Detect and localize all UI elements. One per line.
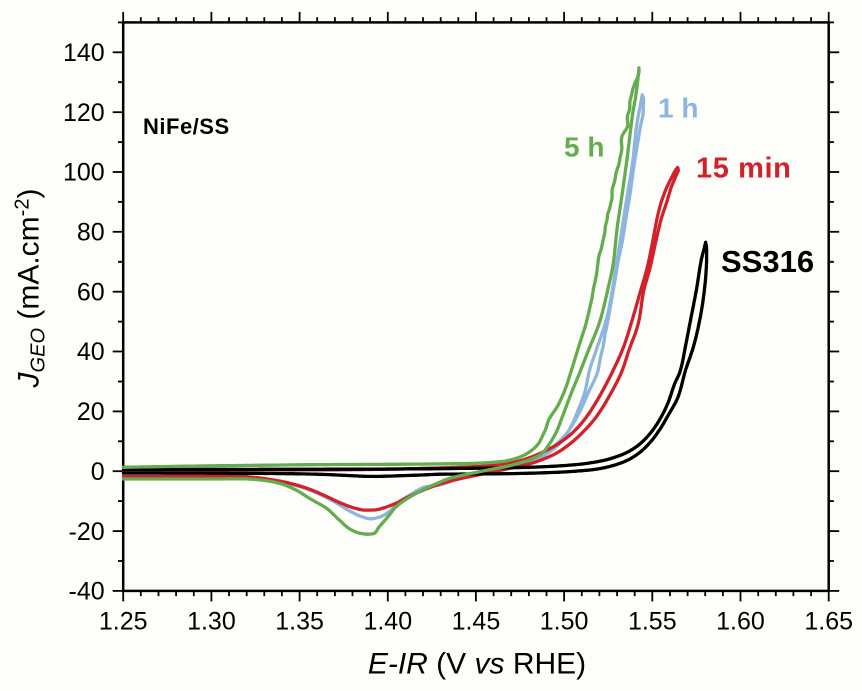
svg-text:-20: -20 — [69, 518, 105, 546]
svg-text:5 h: 5 h — [564, 131, 604, 162]
svg-text:1.25: 1.25 — [99, 608, 148, 636]
svg-text:1.65: 1.65 — [804, 608, 853, 636]
svg-text:E-IR (V vs RHE): E-IR (V vs RHE) — [368, 648, 586, 681]
svg-text:15 min: 15 min — [696, 152, 791, 184]
svg-text:1.50: 1.50 — [540, 608, 589, 636]
svg-text:120: 120 — [63, 99, 105, 127]
svg-text:20: 20 — [77, 398, 105, 426]
svg-text:1.30: 1.30 — [187, 608, 236, 636]
svg-text:1.40: 1.40 — [363, 608, 412, 636]
svg-text:1 h: 1 h — [658, 92, 698, 123]
svg-text:NiFe/SS: NiFe/SS — [143, 114, 230, 139]
svg-text:80: 80 — [77, 219, 105, 247]
svg-text:1.55: 1.55 — [628, 608, 677, 636]
svg-text:60: 60 — [77, 278, 105, 306]
svg-text:JGEO (mA.cm-2): JGEO (mA.cm-2) — [12, 189, 50, 389]
svg-text:40: 40 — [77, 338, 105, 366]
svg-text:100: 100 — [63, 159, 105, 187]
svg-text:0: 0 — [91, 458, 105, 486]
svg-text:-40: -40 — [69, 578, 105, 606]
svg-text:1.45: 1.45 — [452, 608, 501, 636]
svg-text:1.35: 1.35 — [275, 608, 324, 636]
svg-text:140: 140 — [63, 39, 105, 67]
svg-text:SS316: SS316 — [721, 244, 814, 279]
svg-text:1.60: 1.60 — [716, 608, 765, 636]
